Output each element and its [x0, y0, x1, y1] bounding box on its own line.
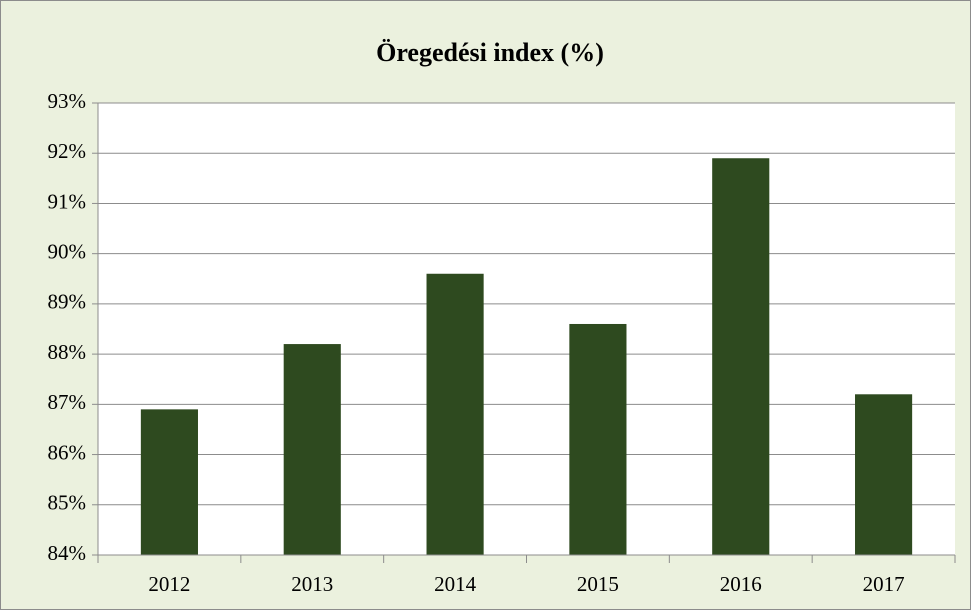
y-tick-label: 90% — [48, 239, 87, 263]
bar — [283, 344, 341, 555]
y-tick-label: 88% — [48, 340, 87, 364]
y-tick-label: 89% — [48, 290, 87, 314]
x-tick-label: 2017 — [863, 572, 905, 596]
plot-area — [98, 103, 955, 555]
x-tick-label: 2013 — [291, 572, 333, 596]
x-tick-label: 2014 — [434, 572, 477, 596]
y-tick-label: 87% — [48, 390, 87, 414]
x-tick-label: 2016 — [720, 572, 762, 596]
chart-title: Öregedési index (%) — [376, 38, 604, 67]
x-tick-label: 2015 — [577, 572, 619, 596]
bar — [140, 409, 198, 555]
y-tick-label: 85% — [48, 491, 87, 515]
y-tick-label: 91% — [48, 189, 87, 213]
bar — [712, 158, 770, 555]
y-tick-label: 86% — [48, 440, 87, 464]
y-tick-label: 84% — [48, 541, 87, 565]
y-tick-label: 92% — [48, 139, 87, 163]
bar — [569, 323, 627, 555]
bar — [426, 273, 484, 555]
y-tick-label: 93% — [48, 89, 87, 113]
bar — [855, 394, 913, 555]
x-tick-label: 2012 — [148, 572, 190, 596]
